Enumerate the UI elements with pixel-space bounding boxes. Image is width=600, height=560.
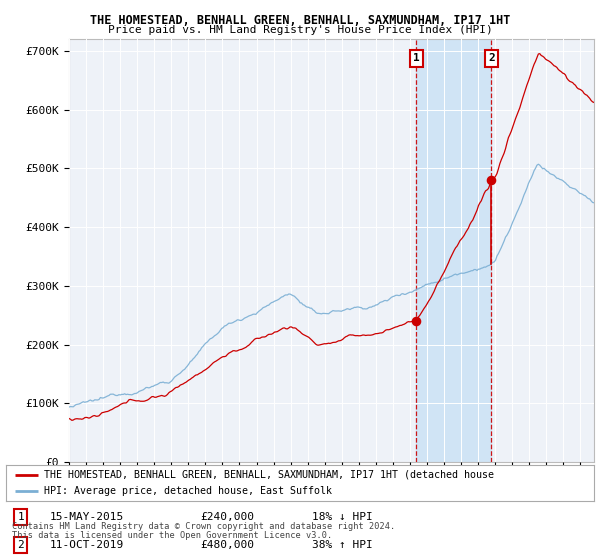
Text: THE HOMESTEAD, BENHALL GREEN, BENHALL, SAXMUNDHAM, IP17 1HT (detached house: THE HOMESTEAD, BENHALL GREEN, BENHALL, S… [44,470,494,479]
Text: THE HOMESTEAD, BENHALL GREEN, BENHALL, SAXMUNDHAM, IP17 1HT: THE HOMESTEAD, BENHALL GREEN, BENHALL, S… [90,14,510,27]
Text: HPI: Average price, detached house, East Suffolk: HPI: Average price, detached house, East… [44,487,332,496]
Text: 1: 1 [413,53,419,63]
Text: 1: 1 [17,512,24,522]
Point [412,316,421,325]
Text: This data is licensed under the Open Government Licence v3.0.: This data is licensed under the Open Gov… [12,531,332,540]
Text: £480,000: £480,000 [200,540,254,550]
Point [487,176,496,185]
Text: 38% ↑ HPI: 38% ↑ HPI [312,540,373,550]
Text: 15-MAY-2015: 15-MAY-2015 [50,512,124,522]
Text: 2: 2 [488,53,495,63]
Text: £240,000: £240,000 [200,512,254,522]
Text: 18% ↓ HPI: 18% ↓ HPI [312,512,373,522]
Text: Contains HM Land Registry data © Crown copyright and database right 2024.: Contains HM Land Registry data © Crown c… [12,522,395,531]
Text: Price paid vs. HM Land Registry's House Price Index (HPI): Price paid vs. HM Land Registry's House … [107,25,493,35]
Text: 11-OCT-2019: 11-OCT-2019 [50,540,124,550]
Bar [416,39,491,462]
Text: 2: 2 [17,540,24,550]
